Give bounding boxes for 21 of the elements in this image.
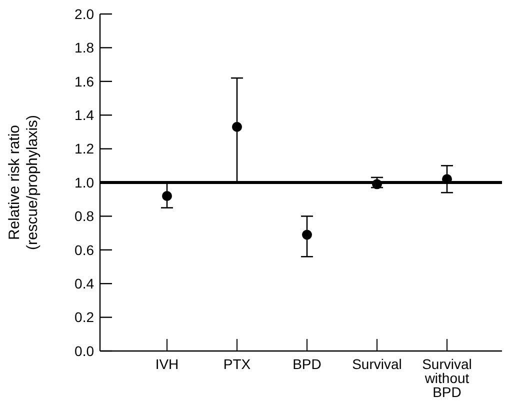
point: [232, 122, 242, 132]
y-tick-label: 1.8: [74, 40, 94, 56]
point: [372, 179, 382, 190]
y-tick-label: 1.6: [74, 73, 94, 90]
y-tick-label: 2.0: [74, 6, 94, 22]
y-tick-label: 1.4: [74, 107, 94, 123]
x-tick-label: Survival: [352, 356, 402, 372]
x-tick-label: Survival without BPD: [422, 356, 472, 400]
y-tick-label: 0.4: [74, 276, 94, 292]
y-tick-label: 0.8: [74, 208, 94, 224]
y-tick-label: 0.2: [74, 309, 94, 326]
x-tick-label: BPD: [292, 356, 322, 372]
point: [302, 230, 312, 240]
x-tick-label: IVH: [155, 356, 179, 372]
y-tick-label: 1.2: [74, 140, 94, 157]
y-tick-label: 1.0: [74, 174, 94, 190]
y-tick-label: 0.0: [74, 342, 94, 359]
point: [162, 190, 172, 201]
y-tick-label: 0.6: [74, 242, 94, 258]
x-tick-label: PTX: [223, 356, 252, 372]
y-axis-title: Relative risk ratio (rescue/prophylaxis): [6, 114, 41, 250]
